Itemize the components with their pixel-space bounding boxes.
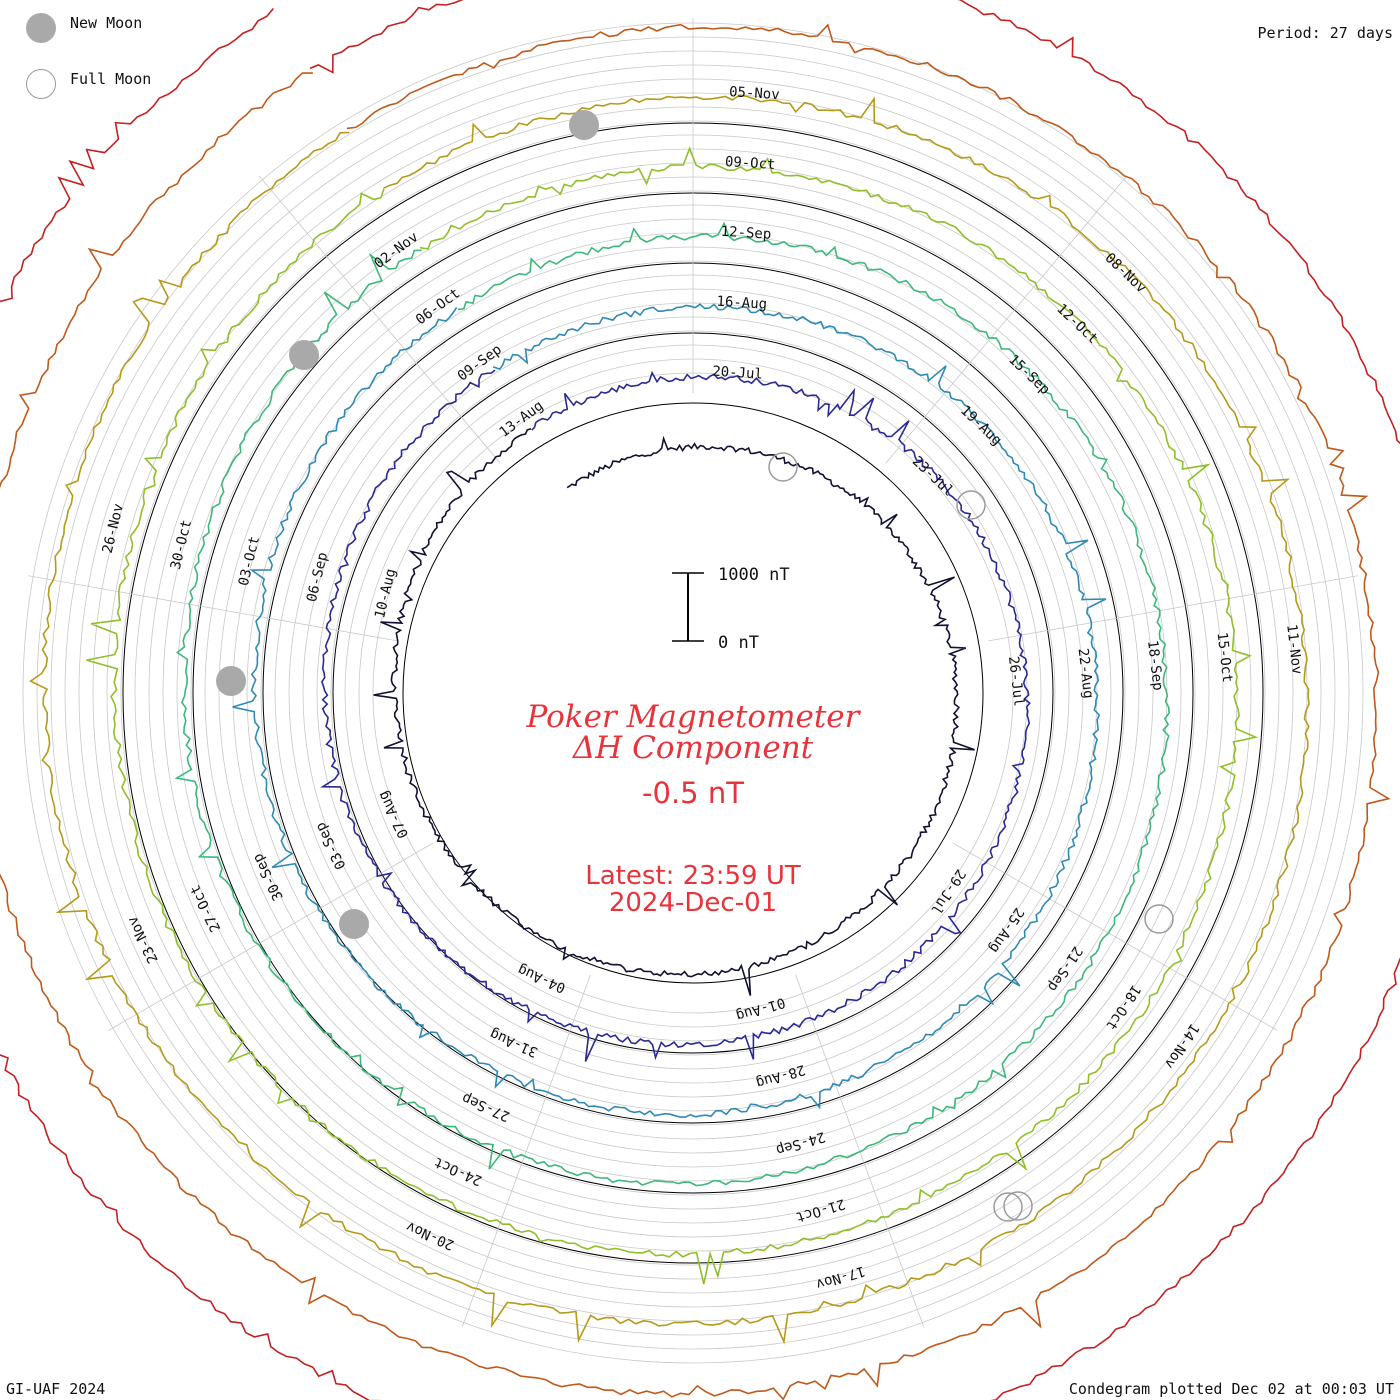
date-label: 24-Sep	[774, 1128, 827, 1158]
date-label: 30-Oct	[168, 518, 195, 571]
date-label: 28-Aug	[754, 1061, 807, 1091]
date-label: 03-Oct	[236, 535, 263, 588]
date-label: 16-Aug	[716, 294, 767, 313]
date-label: 26-Jul	[1005, 655, 1027, 707]
date-label: 09-Oct	[724, 154, 775, 173]
credit-label: GI-UAF 2024	[6, 1380, 106, 1398]
title-line-2: ΔH Component	[572, 730, 814, 766]
series-line-rotation-2	[320, 369, 1031, 1062]
series-line-rotation-7	[0, 23, 1391, 1400]
full-moon-marker	[768, 452, 798, 482]
date-label: 26-Nov	[100, 502, 127, 555]
series-line-rotation-5	[86, 146, 1259, 1285]
latest-date: 2024-Dec-01	[609, 888, 777, 918]
new-moon-legend-label: New Moon	[70, 14, 143, 32]
grid-spoke	[108, 842, 434, 1031]
full-moon-legend-icon	[26, 69, 56, 99]
grid-circle	[330, 330, 1056, 1056]
grid-circle	[344, 344, 1042, 1042]
full-moon-legend-label: Full Moon	[70, 70, 152, 88]
scale-top-label: 1000 nT	[718, 565, 790, 585]
scale-bar: 1000 nT 0 nT	[672, 565, 790, 653]
period-label: Period: 27 days	[1257, 24, 1393, 42]
series-line-rotation-1	[373, 428, 975, 996]
date-label: 20-Jul	[712, 364, 763, 383]
date-label: 06-Sep	[304, 551, 331, 604]
date-label: 07-Aug	[375, 788, 412, 840]
date-label: 20-Nov	[404, 1218, 457, 1253]
grid-spoke	[988, 575, 1358, 642]
date-label: 10-Aug	[372, 567, 399, 620]
full-moon-marker	[956, 490, 986, 520]
date-label: 01-Aug	[734, 994, 787, 1024]
grid-spoke	[885, 175, 1128, 464]
full-moon-marker	[1003, 1191, 1033, 1221]
date-label: 11-Nov	[1283, 623, 1305, 675]
title-line-1: Poker Magnetometer	[526, 699, 862, 735]
grid-spoke	[461, 974, 591, 1328]
series-line-rotation-6	[29, 94, 1310, 1345]
date-label: 24-Oct	[432, 1154, 485, 1189]
full-moon-marker	[1144, 904, 1174, 934]
date-label: 15-Oct	[1214, 631, 1236, 683]
grid-spoke	[258, 175, 501, 464]
series-line-rotation-4	[174, 221, 1170, 1187]
full-moon-marker	[993, 1192, 1023, 1222]
grid-spoke	[952, 842, 1278, 1031]
grid-circle	[316, 316, 1070, 1070]
center-title: Poker Magnetometer ΔH Component -0.5 nT …	[526, 699, 862, 918]
date-label: 22-Aug	[1075, 647, 1097, 699]
baseline-circle	[332, 332, 1054, 1054]
latest-time: Latest: 23:59 UT	[585, 861, 801, 891]
date-label: 18-Sep	[1144, 639, 1166, 691]
moon-marker-layer	[216, 110, 1174, 1222]
date-label: 21-Oct	[794, 1195, 847, 1225]
date-label: 05-Nov	[729, 84, 780, 103]
new-moon-legend-icon	[26, 13, 56, 43]
plotted-timestamp: Condegram plotted Dec 02 at 00:03 UT	[1068, 1380, 1394, 1398]
date-label: 30-Sep	[250, 851, 287, 903]
date-label: 17-Nov	[814, 1262, 867, 1292]
grid-spoke	[28, 575, 398, 642]
series-line-rotation-3	[232, 303, 1107, 1118]
new-moon-marker	[289, 340, 319, 370]
date-label: 12-Sep	[720, 224, 771, 243]
date-label: 27-Oct	[187, 882, 224, 934]
new-moon-marker	[569, 110, 599, 140]
baseline-circle	[402, 402, 984, 984]
new-moon-marker	[339, 909, 369, 939]
scale-bottom-label: 0 nT	[718, 633, 759, 653]
grid-layer	[22, 18, 1364, 1364]
current-value: -0.5 nT	[642, 776, 744, 810]
date-label: 03-Sep	[313, 819, 350, 871]
new-moon-marker	[216, 666, 246, 696]
